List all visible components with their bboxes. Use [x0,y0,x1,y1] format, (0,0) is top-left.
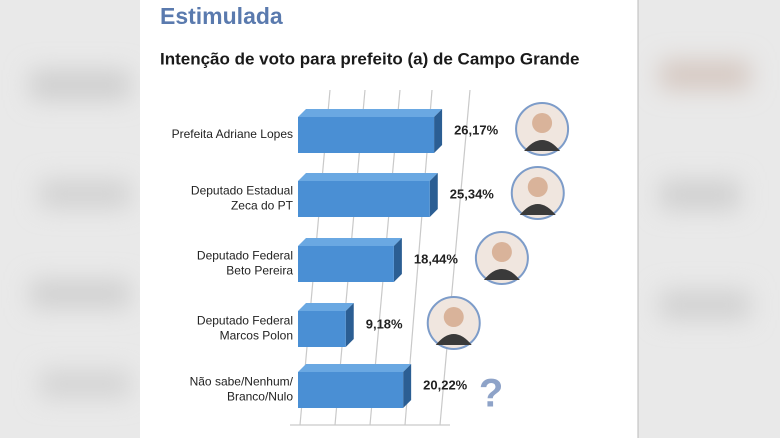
bar-side [429,173,438,217]
value-label: 18,44% [414,251,459,266]
category-label: Beto Pereira [226,264,293,278]
bar-side [403,364,412,408]
category-label: Marcos Polon [220,329,293,343]
bar-top [298,173,438,181]
photo-body [524,140,561,151]
value-label: 26,17% [454,122,499,137]
bar [298,181,430,217]
value-label: 25,34% [450,186,495,201]
bar-top [298,303,354,311]
category-label: Zeca do PT [231,199,294,213]
bar-top [298,238,402,246]
category-label: Deputado Federal [197,249,293,263]
photo-body [483,269,520,280]
photo-body [519,204,556,215]
category-label: Não sabe/Nenhum/ [190,375,294,389]
bar [298,117,435,153]
bar [298,372,404,408]
bar-top [298,364,412,372]
bar-side [434,109,443,153]
photo-head [527,177,548,197]
bar-top [298,109,443,117]
category-label: Deputado Estadual [191,184,293,198]
category-label: Deputado Federal [197,314,293,328]
blurred-background [30,60,750,398]
photo-head [491,242,512,262]
photo-head [443,307,464,327]
photo-body [435,334,472,345]
bar-side [345,303,354,347]
undecided-icon: ? [479,372,503,416]
bar [298,311,346,347]
value-label: 9,18% [366,316,403,331]
value-label: 20,22% [423,377,468,392]
category-label: Branco/Nulo [227,390,293,404]
photo-head [532,113,553,133]
chart-subtitle: Intenção de voto para prefeito (a) de Ca… [160,49,579,68]
bar [298,246,394,282]
category-label: Prefeita Adriane Lopes [172,127,293,141]
chart-title: Estimulada [160,3,283,29]
bar-side [393,238,402,282]
